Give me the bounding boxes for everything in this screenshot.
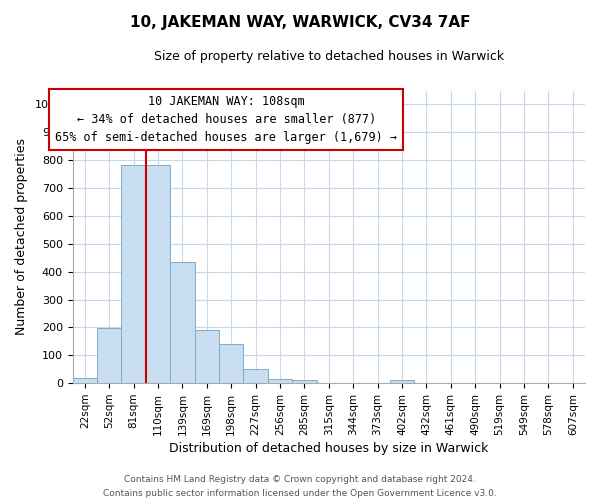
Bar [219, 344, 244, 383]
Bar [73, 378, 97, 383]
Bar [244, 370, 268, 383]
Text: Contains HM Land Registry data © Crown copyright and database right 2024.
Contai: Contains HM Land Registry data © Crown c… [103, 476, 497, 498]
Text: 10, JAKEMAN WAY, WARWICK, CV34 7AF: 10, JAKEMAN WAY, WARWICK, CV34 7AF [130, 15, 470, 30]
Bar [97, 328, 121, 383]
Bar [194, 330, 219, 383]
Bar [146, 164, 170, 383]
Bar [121, 164, 146, 383]
Bar [268, 379, 292, 383]
Text: 10 JAKEMAN WAY: 108sqm
← 34% of detached houses are smaller (877)
65% of semi-de: 10 JAKEMAN WAY: 108sqm ← 34% of detached… [55, 95, 397, 144]
Bar [292, 380, 317, 383]
Bar [170, 262, 194, 383]
X-axis label: Distribution of detached houses by size in Warwick: Distribution of detached houses by size … [169, 442, 488, 455]
Bar [390, 380, 414, 383]
Title: Size of property relative to detached houses in Warwick: Size of property relative to detached ho… [154, 50, 504, 63]
Y-axis label: Number of detached properties: Number of detached properties [15, 138, 28, 336]
